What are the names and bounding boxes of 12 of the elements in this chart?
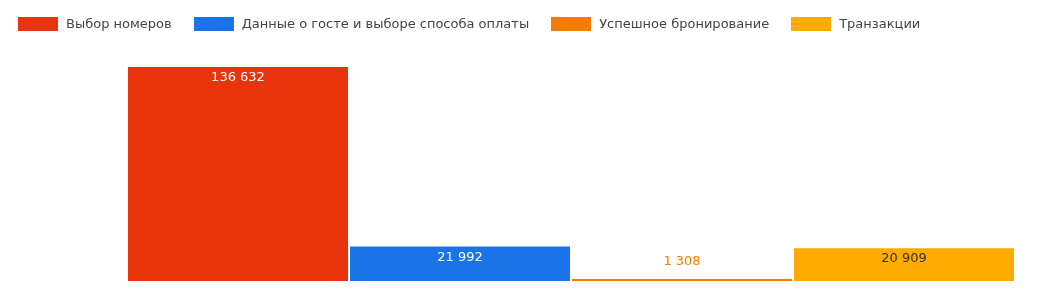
legend-label: Успешное бронирование <box>599 16 770 31</box>
legend-label: Транзакции <box>839 16 921 31</box>
bar <box>128 67 348 281</box>
bar <box>350 246 570 281</box>
data-label: 136 632 <box>211 69 265 84</box>
legend-label: Выбор номеров <box>66 16 172 31</box>
data-label: 1 308 <box>663 252 701 268</box>
bar <box>794 248 1014 281</box>
legend-label: Данные о госте и выборе способа оплаты <box>241 16 530 31</box>
data-label: 20 909 <box>881 250 927 266</box>
data-label: 21 992 <box>437 248 483 264</box>
bar <box>572 278 792 281</box>
